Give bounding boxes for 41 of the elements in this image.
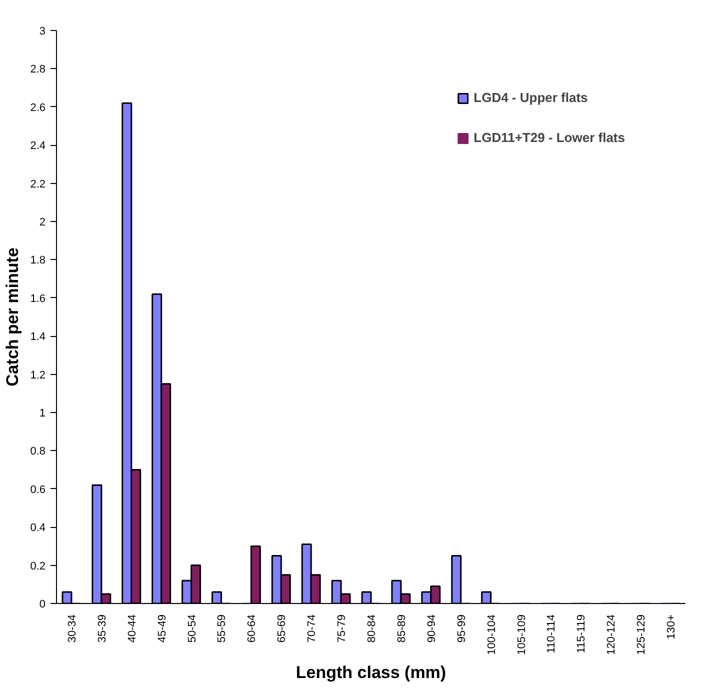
y-tick-label: 1.4 [30, 331, 46, 344]
x-tick-label: 115-119 [576, 614, 588, 654]
y-axis-title: Catch per minute [3, 248, 22, 386]
y-tick-label: 2.4 [30, 140, 46, 152]
x-tick-label: 125-129 [636, 614, 648, 655]
x-tick-label: 105-109 [516, 614, 528, 655]
legend-label: LGD4 - Upper flats [474, 90, 588, 105]
x-tick-label: 90-94 [426, 614, 438, 643]
y-tick-label: 0.4 [30, 522, 46, 534]
y-tick-label: 3 [39, 26, 46, 38]
x-tick-label: 110-114 [546, 614, 558, 654]
x-tick-label: 80-84 [366, 614, 378, 643]
y-tick-label: 1.2 [30, 369, 46, 382]
x-tick-label: 95-99 [456, 614, 468, 643]
y-tick-label: 2.8 [30, 64, 46, 76]
y-tick-label: 0.6 [30, 484, 46, 496]
x-tick-label: 45-49 [156, 614, 168, 643]
x-tick-label: 50-54 [186, 614, 198, 643]
x-tick-label: 75-79 [336, 614, 348, 643]
x-tick-label: 35-39 [96, 614, 108, 643]
y-tick-label: 0.2 [30, 560, 46, 572]
x-tick-label: 70-74 [306, 614, 318, 643]
x-tick-label: 130+ [666, 614, 678, 640]
y-tick-label: 1 [39, 408, 46, 420]
y-tick-label: 2.2 [30, 178, 46, 190]
y-tick-label: 0 [39, 598, 46, 610]
x-tick-label: 85-89 [396, 614, 408, 643]
y-tick-label: 0.8 [30, 446, 46, 458]
y-tick-label: 1.6 [30, 292, 46, 305]
y-tick-label: 1.8 [30, 254, 46, 267]
x-tick-label: 60-64 [246, 614, 258, 643]
y-tick-label: 2 [39, 216, 46, 228]
legend-label: LGD11+T29 - Lower flats [474, 130, 625, 145]
x-tick-label: 55-59 [216, 614, 228, 643]
y-tick-label: 2.6 [30, 102, 46, 114]
x-tick-label: 30-34 [66, 614, 78, 643]
x-tick-label: 40-44 [126, 614, 138, 643]
x-axis-title: Length class (mm) [296, 662, 446, 682]
x-tick-label: 120-124 [606, 614, 618, 655]
x-tick-label: 65-69 [276, 614, 288, 643]
x-tick-label: 100-104 [486, 614, 498, 655]
